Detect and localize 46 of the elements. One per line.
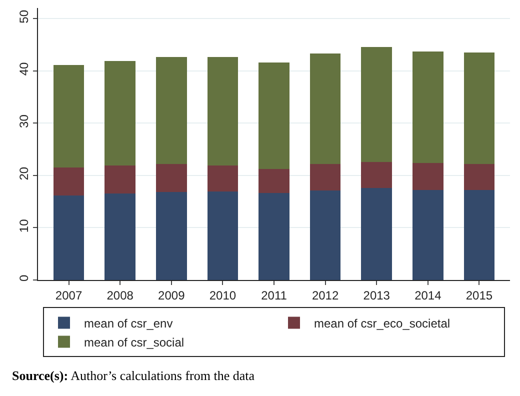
bar <box>258 169 290 194</box>
x-tick-label: 2009 <box>158 288 186 302</box>
y-tick-label: 40 <box>17 62 32 76</box>
x-tick-label: 2011 <box>261 288 288 302</box>
x-tick-label: 2015 <box>466 288 493 302</box>
bar <box>412 162 444 190</box>
bar <box>310 164 341 191</box>
bar <box>258 193 290 280</box>
bar <box>207 192 238 280</box>
x-tick-label: 2008 <box>106 288 134 302</box>
bar <box>464 164 495 190</box>
legend-label: mean of csr_env <box>84 316 173 330</box>
bar <box>310 54 341 164</box>
bar <box>207 57 238 166</box>
y-tick-label: 0 <box>17 274 32 282</box>
bar <box>258 62 290 170</box>
bar <box>104 60 136 166</box>
x-tick-label: 2013 <box>363 288 390 302</box>
bar <box>361 47 392 162</box>
bar <box>412 51 444 163</box>
bar <box>310 190 341 280</box>
y-tick-label: 30 <box>17 114 32 128</box>
bar <box>412 190 444 280</box>
bar <box>361 162 392 188</box>
bar <box>104 194 136 280</box>
legend-label: mean of csr_social <box>84 335 184 350</box>
bar <box>207 165 238 192</box>
bar <box>53 168 84 196</box>
bar <box>464 52 495 164</box>
bar <box>53 195 84 280</box>
bar <box>156 164 187 192</box>
y-tick-label: 10 <box>17 218 32 233</box>
bar <box>156 192 187 280</box>
x-tick-label: 2012 <box>312 288 339 302</box>
source-note: Source(s): Author’s calculations from the data <box>12 368 255 383</box>
legend-label: mean of csr_eco_societal <box>314 316 450 330</box>
bar <box>104 165 136 194</box>
bar <box>464 190 495 280</box>
bar <box>53 65 84 168</box>
x-tick-label: 2014 <box>414 288 442 302</box>
x-tick-label: 2010 <box>209 288 236 302</box>
y-tick-label: 20 <box>17 166 32 180</box>
bar <box>156 57 187 164</box>
x-tick-label: 2007 <box>55 288 82 302</box>
y-tick-label: 50 <box>17 10 32 24</box>
bar <box>361 188 392 280</box>
